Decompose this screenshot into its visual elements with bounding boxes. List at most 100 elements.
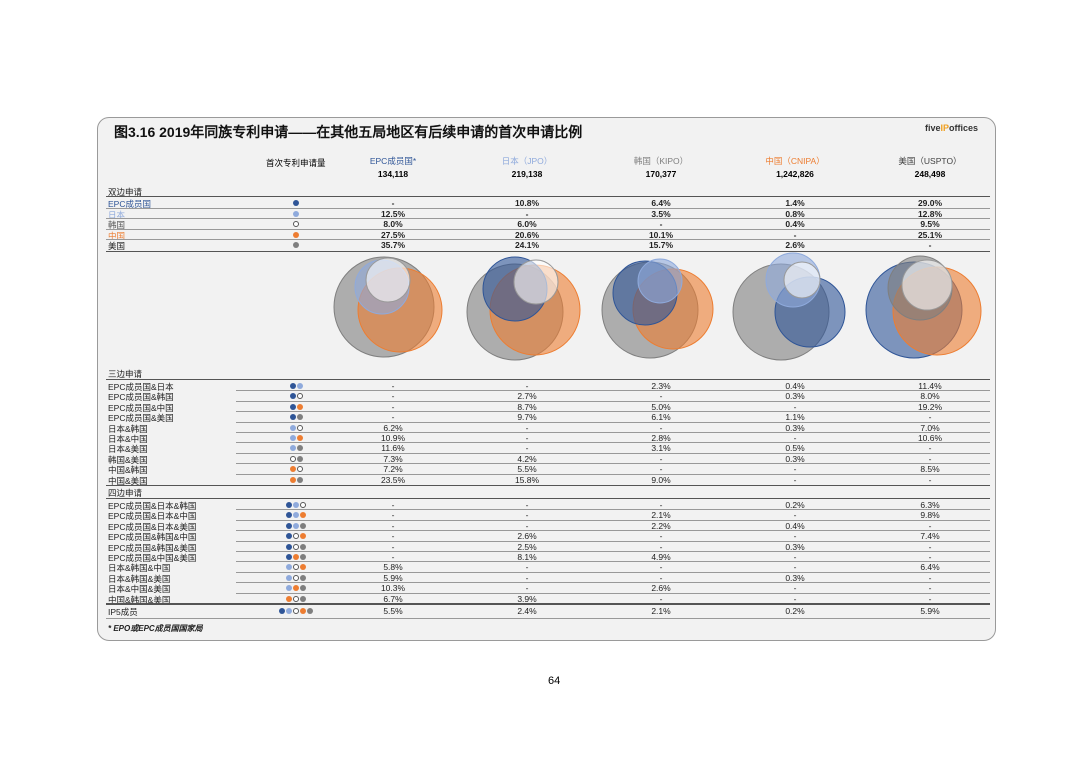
table-row: 韩国 8.0% 6.0% - 0.4% 9.5%: [106, 219, 990, 230]
office-dot-icon: [286, 502, 292, 508]
cell-value: -: [659, 453, 663, 464]
office-dot-icon: [293, 554, 299, 560]
divider: [236, 400, 990, 402]
cell-value: -: [391, 401, 395, 412]
row-label: EPC成员国&韩国&美国: [108, 542, 197, 553]
cell-value: 0.3%: [785, 572, 805, 583]
cell-value: 10.8%: [514, 198, 540, 208]
section-title: 四边申请: [108, 488, 143, 498]
column-header-name: 美国（USPTO）: [898, 156, 962, 166]
cell-value: 24.1%: [514, 240, 540, 250]
table-row: 日本&中国 10.9% - 2.8% - 10.6%: [106, 433, 990, 444]
office-dot-icon: [286, 595, 292, 602]
office-dot-icon: [289, 455, 296, 462]
office-dots: [276, 241, 316, 249]
cell-value: 2.1%: [651, 606, 671, 616]
cell-value: -: [928, 412, 932, 423]
cell-value: 9.7%: [517, 412, 537, 423]
cell-value: -: [525, 520, 529, 531]
cell-value: 8.0%: [920, 391, 940, 402]
cell-value: 8.0%: [383, 219, 403, 229]
office-dot-icon: [300, 595, 306, 602]
cell-value: 2.4%: [517, 606, 537, 616]
cell-value: -: [391, 531, 395, 542]
row-label: EPC成员国&日本: [108, 382, 174, 392]
cell-value: 2.2%: [651, 520, 671, 531]
cell-value: 2.7%: [517, 391, 537, 402]
cell-value: 15.8%: [514, 474, 540, 485]
column-header-count: 248,498: [914, 169, 946, 179]
row-label: EPC成员国&美国: [108, 413, 174, 424]
divider: [236, 421, 990, 423]
office-dot-icon: [296, 476, 303, 483]
cell-value: 35.7%: [380, 240, 406, 250]
page-number: 64: [548, 675, 561, 687]
cell-value: 7.0%: [920, 422, 940, 433]
office-dot-icon: [293, 564, 299, 571]
office-dots: [276, 511, 316, 519]
cell-value: 6.4%: [651, 198, 671, 208]
office-dots: [276, 574, 316, 582]
cell-value: 3.9%: [517, 593, 537, 604]
cell-value: -: [659, 531, 663, 542]
column-header-count: 134,118: [377, 169, 409, 179]
cell-value: 10.1%: [648, 229, 674, 240]
cell-value: -: [793, 474, 797, 485]
table-row: 中国 27.5% 20.6% 10.1% - 25.1%: [106, 229, 990, 241]
office-dots: [276, 382, 316, 390]
row-label: 中国&美国: [108, 475, 148, 486]
cell-value: -: [793, 562, 797, 573]
cell-value: 2.6%: [651, 583, 671, 594]
office-dot-icon: [296, 435, 303, 441]
office-dots: [276, 444, 316, 452]
office-dots: [276, 607, 316, 615]
divider: [236, 519, 990, 521]
divider: [236, 411, 990, 413]
office-dot-icon: [293, 543, 299, 550]
cell-value: 2.6%: [517, 531, 537, 542]
cell-value: 0.4%: [785, 381, 805, 391]
row-label: EPC成员国: [108, 199, 151, 209]
table-row: EPC成员国&美国 - 9.7% 6.1% 1.1% -: [106, 412, 990, 424]
table-row: EPC成员国&韩国 - 2.7% - 0.3% 8.0%: [106, 391, 990, 402]
cell-value: 0.2%: [785, 606, 805, 616]
office-dot-icon: [286, 522, 292, 529]
cell-value: 2.5%: [517, 541, 537, 552]
row-label: IP5成员: [108, 607, 138, 617]
column-header-count: 1,242,826: [776, 169, 814, 179]
cell-value: -: [525, 433, 529, 443]
office-dot-icon: [300, 585, 306, 592]
office-dot-icon: [296, 403, 303, 410]
cell-value: -: [659, 391, 663, 402]
table-row: EPC成员国&中国 - 8.7% 5.0% - 19.2%: [106, 401, 990, 413]
row-label: EPC成员国&中国&美国: [108, 553, 197, 563]
office-dot-icon: [296, 414, 303, 421]
cell-value: -: [391, 381, 395, 391]
office-dots: [276, 563, 316, 571]
cell-value: -: [928, 583, 932, 594]
cell-value: -: [928, 520, 932, 531]
cell-value: 23.5%: [380, 474, 406, 485]
table-row: EPC成员国&韩国&中国 - 2.6% - - 7.4%: [106, 531, 990, 542]
divider: [106, 239, 990, 240]
cell-value: 27.5%: [380, 229, 406, 240]
venn-circle: [513, 259, 559, 305]
divider: [106, 196, 990, 197]
cell-value: -: [659, 464, 663, 475]
table-row: 日本&中国&美国 10.3% - 2.6% - -: [106, 583, 990, 595]
row-label: EPC成员国&日本&韩国: [108, 501, 197, 511]
table-row: EPC成员国&日本&美国 - - 2.2% 0.4% -: [106, 520, 990, 532]
cell-value: 0.3%: [785, 422, 805, 433]
divider: [236, 540, 990, 542]
office-dot-icon: [300, 502, 306, 508]
office-dots: [276, 465, 316, 473]
section-title: 三边申请: [108, 369, 143, 379]
cell-value: -: [391, 198, 395, 208]
row-label: 日本&中国&美国: [108, 584, 171, 595]
office-dot-icon: [300, 533, 306, 540]
office-dots: [276, 392, 316, 400]
row-label: 美国: [108, 241, 126, 251]
cell-value: 20.6%: [514, 229, 540, 240]
figure-title: 图3.16 2019年同族专利申请——在其他五局地区有后续申请的首次申请比例: [114, 124, 583, 140]
